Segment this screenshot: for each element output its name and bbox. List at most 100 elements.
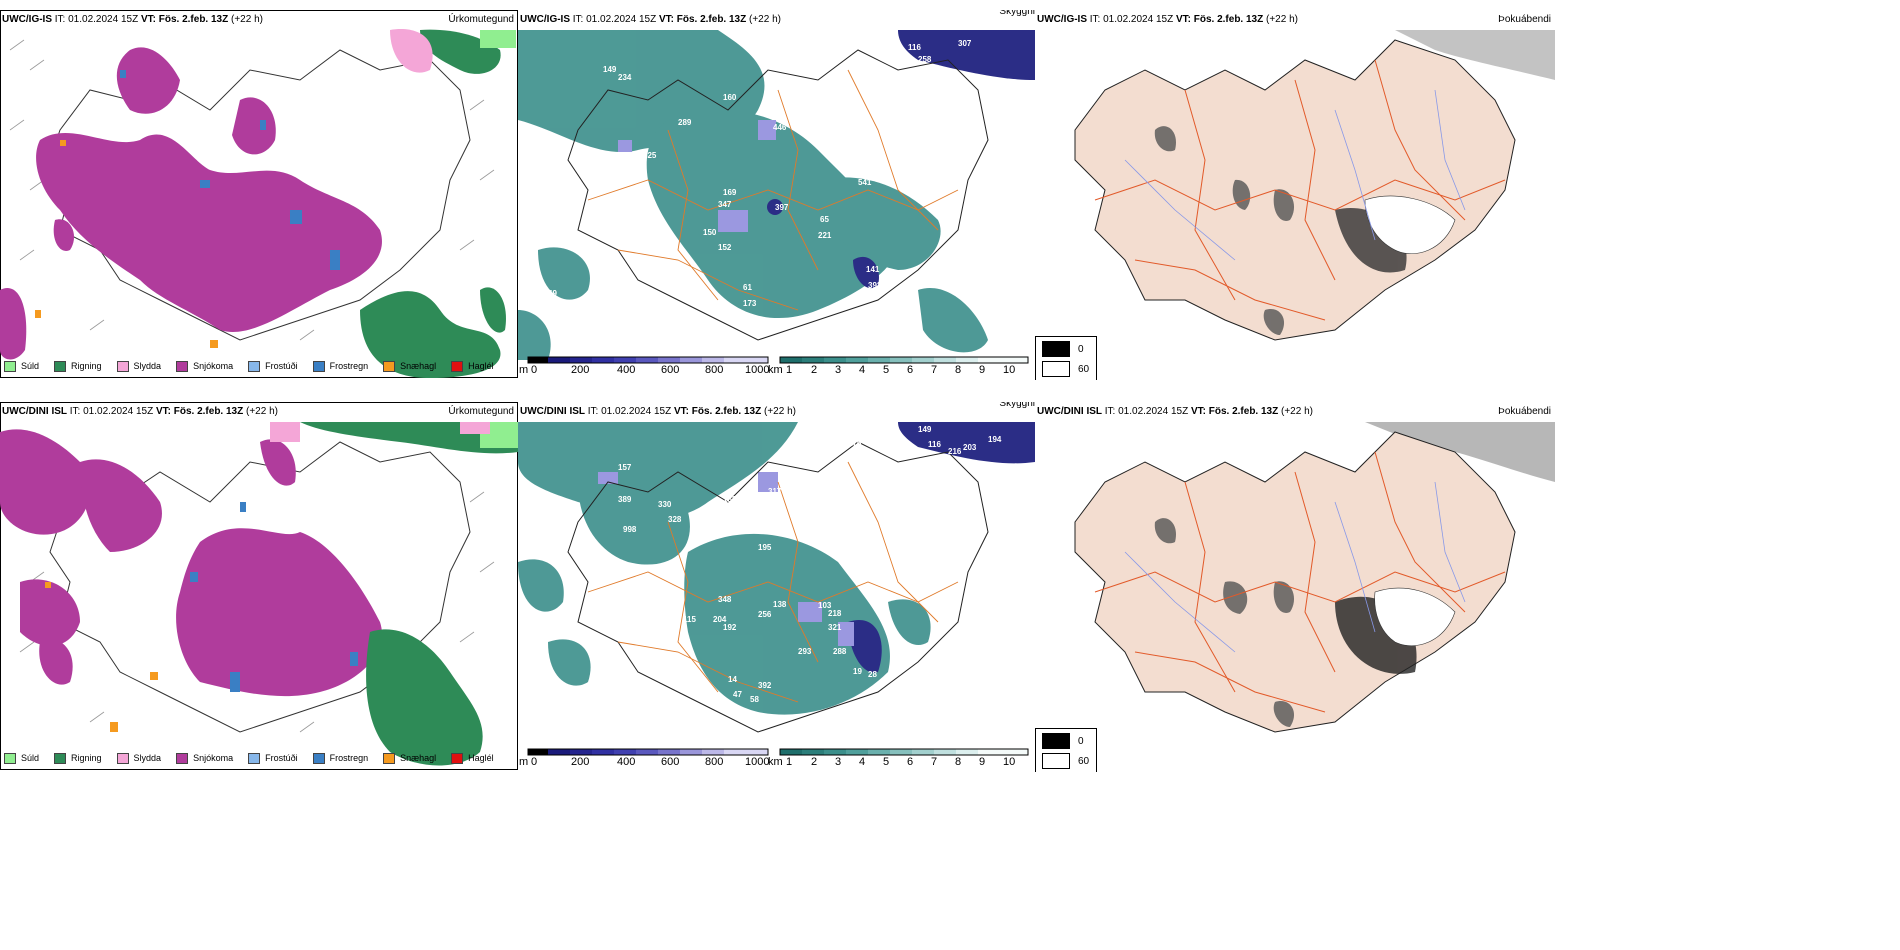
legend-swatch xyxy=(1042,361,1070,377)
iceland-outline xyxy=(49,49,471,341)
visibility-value-label: 116 xyxy=(908,43,921,52)
legend-swatch xyxy=(1042,341,1070,357)
legend-item: Rigning xyxy=(54,360,102,372)
fog-panel-row1: UWC/IG-IS IT: 01.02.2024 15Z VT: Fös. 2.… xyxy=(1035,10,1555,380)
visibility-value-label: 175 xyxy=(848,439,862,448)
visibility-value-label: 185 xyxy=(518,138,532,147)
panel-header: UWC/IG-IS IT: 01.02.2024 15Z VT: Fös. 2.… xyxy=(520,14,781,25)
visibility-value-label: 204 xyxy=(713,615,727,624)
visibility-value-label: 182 xyxy=(723,495,737,504)
visibility-value-label: 825 xyxy=(643,151,657,160)
visibility-value-label: 293 xyxy=(798,647,812,656)
panel-title: Skyggni xyxy=(999,10,1035,17)
legend-item: Frostregn xyxy=(312,360,368,372)
precip-map xyxy=(0,10,518,378)
visibility-value-label: 317 xyxy=(768,487,782,496)
legend-swatch xyxy=(4,752,16,764)
visibility-value-label: 192 xyxy=(723,623,737,632)
visibility-value-label: 153 xyxy=(788,497,802,506)
vis-scale-m xyxy=(527,356,769,364)
iceland-outline xyxy=(567,441,989,733)
visibility-value-label: 495 xyxy=(743,314,757,323)
precip-legend: Súld Rigning Slydda Snjókoma Frostúði Fr… xyxy=(4,749,507,767)
visibility-value-label: 49 xyxy=(548,289,557,298)
legend-swatch xyxy=(1042,753,1070,769)
visibility-value-label: 157 xyxy=(618,463,632,472)
visibility-panel-row2: UWC/DINI ISL IT: 01.02.2024 15Z VT: Fös.… xyxy=(518,402,1035,772)
legend-item: Snjókoma xyxy=(176,752,233,764)
legend-item: Slydda xyxy=(116,752,161,764)
fog-legend: 0 60 xyxy=(1035,728,1097,772)
panel-header: UWC/IG-IS IT: 01.02.2024 15Z VT: Fös. 2.… xyxy=(2,14,263,25)
visibility-value-label: 330 xyxy=(658,500,672,509)
precip-legend: Súld Rigning Slydda Snjókoma Frostúði Fr… xyxy=(4,357,507,375)
visibility-value-label: 256 xyxy=(758,610,772,619)
visibility-value-label: 234 xyxy=(618,73,632,82)
legend-swatch xyxy=(248,360,261,372)
legend-swatch xyxy=(4,360,16,372)
visibility-value-label: 966 xyxy=(688,293,702,302)
precip-panel-row2: UWC/DINI ISL IT: 01.02.2024 15Z VT: Fös.… xyxy=(0,402,518,772)
visibility-value-label: 149 xyxy=(918,425,932,434)
visibility-value-label: 289 xyxy=(678,118,692,127)
visibility-value-label: 846 xyxy=(538,136,552,145)
precip-panel-row1: UWC/IG-IS IT: 01.02.2024 15Z VT: Fös. 2.… xyxy=(0,10,518,380)
visibility-value-label: 216 xyxy=(948,447,962,456)
visibility-value-label: 116 xyxy=(928,440,941,449)
legend-item: Snæhagl xyxy=(383,752,436,764)
legend-swatch xyxy=(1042,733,1070,749)
visibility-value-label: 139 xyxy=(763,518,777,527)
legend-item: Haglél xyxy=(451,360,494,372)
panel-title: Þokuábendi xyxy=(1498,406,1551,417)
legend-swatch xyxy=(383,752,396,764)
fog-legend: 0 60 xyxy=(1035,336,1097,380)
legend-item: Frostúði xyxy=(248,360,298,372)
visibility-value-label: 28 xyxy=(868,670,877,679)
legend-item: Frostúði xyxy=(248,752,298,764)
panel-header: UWC/DINI ISL IT: 01.02.2024 15Z VT: Fös.… xyxy=(2,406,278,417)
fog-legend-item: 0 xyxy=(1042,341,1084,357)
legend-swatch xyxy=(248,752,261,764)
visibility-value-label: 348 xyxy=(718,595,732,604)
visibility-value-label: 65 xyxy=(820,215,829,224)
legend-item: Rigning xyxy=(54,752,102,764)
panel-title: Úrkomutegund xyxy=(448,406,514,417)
visibility-value-label: 169 xyxy=(723,188,737,197)
legend-item: Snjókoma xyxy=(176,360,233,372)
iceland-outline xyxy=(567,49,989,341)
visibility-value-label: 792 xyxy=(878,35,892,44)
visibility-value-label: 785 xyxy=(818,527,832,536)
visibility-value-label: 115 xyxy=(683,615,696,624)
visibility-value-label: 194 xyxy=(988,435,1002,444)
legend-swatch xyxy=(451,360,464,372)
visibility-value-label: 397 xyxy=(775,203,789,212)
panel-title: Úrkomutegund xyxy=(448,14,514,25)
legend-swatch xyxy=(451,752,464,764)
visibility-value-label: 149 xyxy=(603,65,617,74)
visibility-value-label: 307 xyxy=(958,39,972,48)
precip-map xyxy=(0,402,518,770)
visibility-value-label: 138 xyxy=(773,600,787,609)
panel-header: UWC/DINI ISL IT: 01.02.2024 15Z VT: Fös.… xyxy=(520,406,796,417)
vis-scale-km xyxy=(779,356,1029,364)
panel-title: Skyggni xyxy=(999,402,1035,409)
visibility-map: 149 116 194 216 203 175 157 389 328 330 998 939 77 31… xyxy=(518,422,1035,756)
panel-title: Þokuábendi xyxy=(1498,14,1551,25)
visibility-value-label: 258 xyxy=(918,55,932,64)
fog-panel-row2: UWC/DINI ISL IT: 01.02.2024 15Z VT: Fös.… xyxy=(1035,402,1555,772)
visibility-value-label: 77 xyxy=(803,475,812,484)
legend-swatch xyxy=(176,752,189,764)
visibility-panel-row1: UWC/IG-IS IT: 01.02.2024 15Z VT: Fös. 2.… xyxy=(518,10,1035,380)
visibility-value-label: 939 xyxy=(528,505,542,514)
visibility-value-label: 313 xyxy=(818,138,832,147)
visibility-value-label: 160 xyxy=(723,93,737,102)
visibility-value-label: 103 xyxy=(818,601,832,610)
fog-map xyxy=(1074,422,1555,733)
visibility-value-label: 446 xyxy=(773,123,787,132)
legend-swatch xyxy=(116,752,129,764)
visibility-value-label: 150 xyxy=(703,228,717,237)
legend-swatch xyxy=(383,360,396,372)
visibility-value-label: 392 xyxy=(868,281,882,290)
visibility-value-label: 809 xyxy=(633,165,647,174)
